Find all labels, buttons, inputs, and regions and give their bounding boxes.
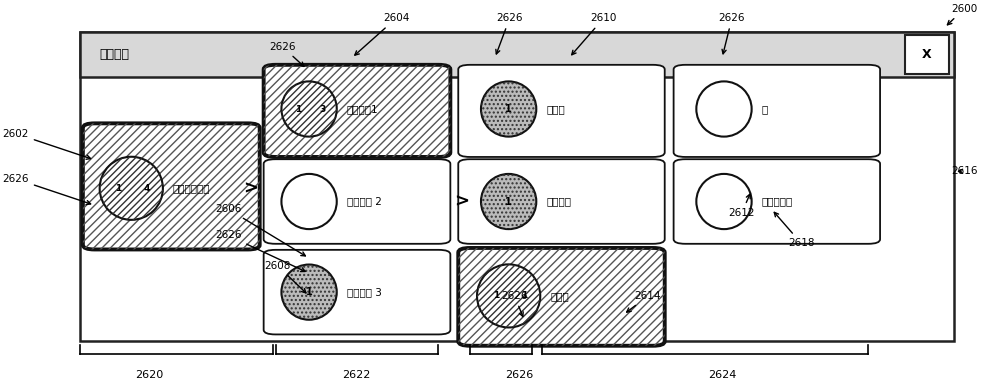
Text: X: X [922,48,932,61]
Text: 2626: 2626 [505,370,534,380]
Ellipse shape [281,265,337,320]
Ellipse shape [481,82,536,137]
Text: 1: 1 [505,104,512,114]
Text: 1: 1 [521,291,528,300]
Text: 原油单元 3: 原油单元 3 [347,287,382,297]
Text: 2616: 2616 [951,166,977,176]
Ellipse shape [281,174,337,229]
Ellipse shape [696,82,752,137]
FancyBboxPatch shape [80,31,954,341]
FancyBboxPatch shape [264,65,450,157]
Text: 导航窗格: 导航窗格 [100,48,130,61]
Text: 2626: 2626 [496,13,523,54]
Text: 2602: 2602 [3,129,91,159]
Text: 2608: 2608 [264,261,306,293]
Ellipse shape [477,264,540,327]
Text: 2626: 2626 [719,13,745,54]
Text: 1: 1 [493,291,499,300]
FancyBboxPatch shape [458,159,665,244]
Text: >: > [454,193,469,211]
Text: 2626: 2626 [269,42,304,66]
FancyBboxPatch shape [80,31,954,77]
Ellipse shape [100,157,163,220]
Text: 3: 3 [320,105,326,113]
Text: 2626: 2626 [501,291,528,316]
Text: 德克萨斯工厂: 德克萨斯工厂 [173,183,210,193]
Text: 1: 1 [306,287,312,297]
Ellipse shape [696,174,752,229]
Text: 2624: 2624 [708,370,736,380]
Text: 2626: 2626 [2,174,91,205]
Text: 高架接收机: 高架接收机 [762,196,793,206]
Text: 2606: 2606 [215,204,305,256]
Text: 2620: 2620 [135,370,163,380]
Text: 加热器: 加热器 [550,291,569,301]
Text: 存储罐: 存储罐 [546,104,565,114]
FancyBboxPatch shape [458,65,665,157]
Text: 2610: 2610 [572,13,617,55]
Text: 2612: 2612 [729,194,755,218]
Text: 1: 1 [116,184,122,193]
Text: >: > [243,179,258,197]
Text: 2604: 2604 [355,13,409,55]
Text: 原油单关1: 原油单关1 [347,104,378,114]
Text: 1: 1 [295,105,301,113]
Text: 1: 1 [505,196,512,206]
Text: 原油单元 2: 原油单元 2 [347,196,382,206]
Text: 脱盐设备: 脱盐设备 [546,196,571,206]
Text: 2618: 2618 [774,212,814,248]
FancyBboxPatch shape [83,123,260,249]
FancyBboxPatch shape [264,159,450,244]
Ellipse shape [481,174,536,229]
FancyBboxPatch shape [674,65,880,157]
Text: 2626: 2626 [215,231,305,272]
FancyBboxPatch shape [458,248,665,346]
Text: 落: 落 [762,104,768,114]
FancyBboxPatch shape [905,35,949,74]
Text: 4: 4 [144,184,150,193]
Text: 2614: 2614 [627,291,661,312]
Ellipse shape [281,82,337,137]
Text: 2600: 2600 [947,4,977,25]
Text: 2622: 2622 [342,370,371,380]
FancyBboxPatch shape [674,159,880,244]
FancyBboxPatch shape [264,250,450,334]
